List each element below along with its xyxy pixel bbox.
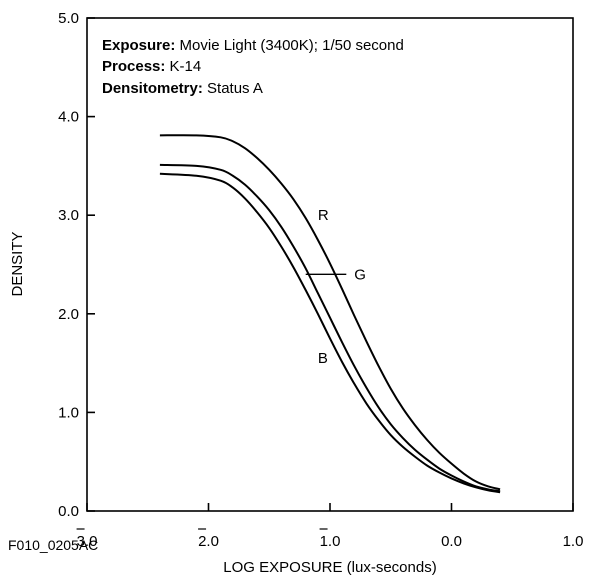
y-axis-title: DENSITY	[9, 231, 26, 296]
y-tick-label: 5.0	[58, 10, 79, 27]
y-tick-label: 4.0	[58, 109, 79, 126]
x-tick-label: 0.0	[441, 533, 462, 550]
series-label-b: B	[318, 350, 328, 367]
x-tick-label: 3.0	[77, 533, 98, 550]
y-tick-label: 0.0	[58, 503, 79, 520]
x-tick-label: 1.0	[320, 533, 341, 550]
figure-id: F010_0205AC	[8, 537, 98, 553]
curve-g	[159, 163, 501, 493]
series-label-r: R	[318, 207, 329, 224]
y-tick-label: 1.0	[58, 404, 79, 421]
curve-r	[159, 134, 501, 491]
x-tick-label: 1.0	[563, 533, 584, 550]
series-label-g: G	[354, 266, 366, 283]
annotation-densitometry: Densitometry: Status A	[102, 80, 263, 97]
annotation-process: Process: K-14	[102, 58, 201, 75]
annotation-exposure: Exposure: Movie Light (3400K); 1/50 seco…	[102, 37, 404, 54]
x-axis-title: LOG EXPOSURE (lux-seconds)	[223, 559, 436, 576]
y-tick-label: 2.0	[58, 306, 79, 323]
y-tick-label: 3.0	[58, 207, 79, 224]
x-tick-label: 2.0	[198, 533, 219, 550]
curve-b	[159, 172, 501, 494]
